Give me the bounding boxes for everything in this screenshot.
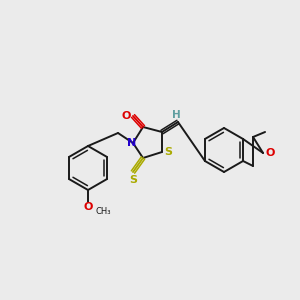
Text: CH₃: CH₃: [96, 208, 112, 217]
Text: H: H: [172, 110, 180, 120]
Text: N: N: [128, 138, 136, 148]
Text: O: O: [83, 202, 93, 212]
Text: S: S: [164, 147, 172, 157]
Text: O: O: [266, 148, 275, 158]
Text: S: S: [129, 175, 137, 185]
Text: O: O: [121, 111, 131, 121]
